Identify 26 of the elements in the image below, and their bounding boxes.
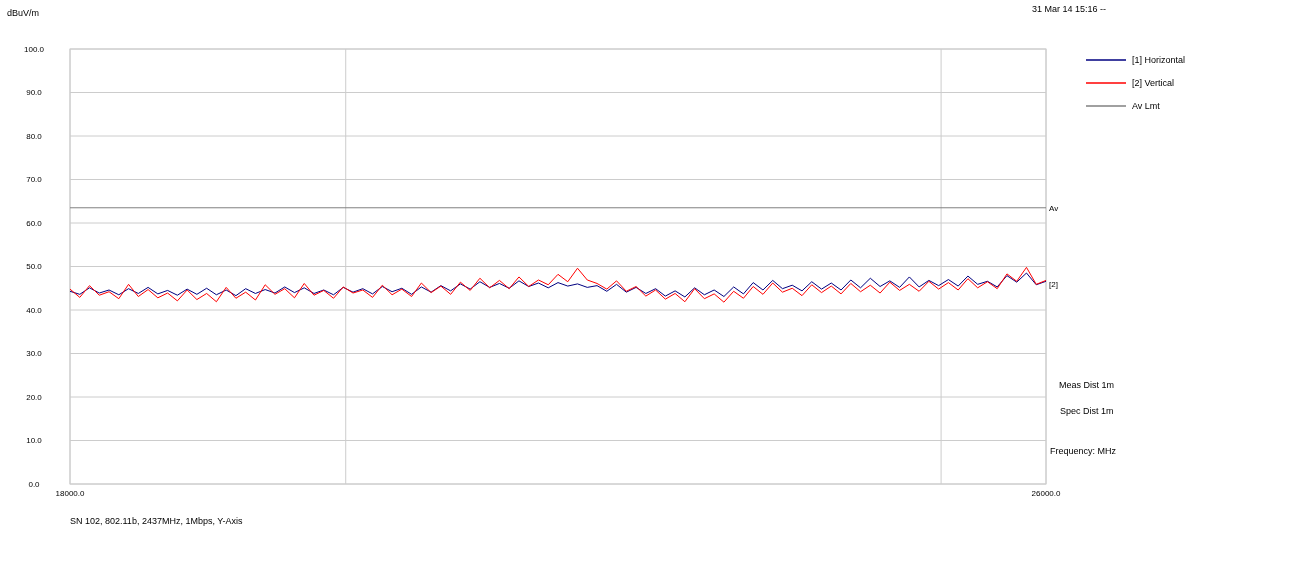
legend-label: [1] Horizontal (1132, 55, 1186, 66)
annotation: Av (1049, 203, 1059, 213)
y-tick-label: 30.0 (26, 349, 43, 359)
y-tick-label: 100.0 (23, 44, 45, 54)
y-tick-label: 0.0 (28, 479, 41, 489)
text: Spec Dist 1m (1060, 406, 1114, 416)
legend-label: [2] Vertical (1132, 78, 1175, 89)
y-tick-label: 40.0 (26, 305, 43, 315)
x-tick-label: 18000.0 (55, 489, 86, 498)
x-axis-title: Frequency: MHz (1050, 446, 1117, 456)
y-tick-label: 20.0 (26, 392, 43, 402)
x-tick-label: 26000.0 (1031, 489, 1062, 498)
y-tick-label: 70.0 (26, 175, 43, 185)
y-axis-title: dBuV/m (7, 8, 40, 18)
y-tick-label: 50.0 (26, 262, 43, 272)
text: SN 102, 802.11b, 2437MHz, 1Mbps, Y-Axis (70, 516, 243, 526)
y-tick-label: 10.0 (26, 436, 43, 446)
y-tick-label: 60.0 (26, 218, 43, 228)
annotation: [2] (1049, 280, 1058, 290)
y-tick-label: 90.0 (26, 88, 43, 98)
line-series (69, 266, 1047, 303)
y-tick-label: 80.0 (26, 131, 43, 141)
text: 31 Mar 14 15:16 -- (1032, 4, 1107, 14)
line-series (69, 272, 1047, 298)
text: Meas Dist 1m (1059, 380, 1115, 390)
legend-label: Av Lmt (1132, 101, 1161, 112)
